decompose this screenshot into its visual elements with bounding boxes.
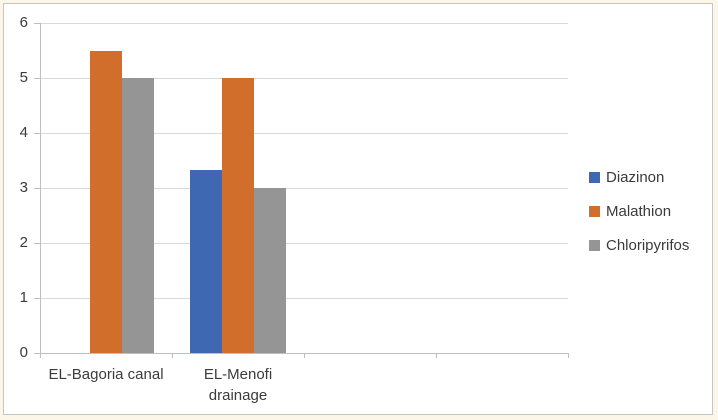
legend-item: Malathion xyxy=(589,202,689,220)
gridline xyxy=(40,298,568,299)
x-tick-mark xyxy=(436,353,437,358)
category-label: EL-Menofi drainage xyxy=(172,364,304,406)
y-tick-label: 1 xyxy=(19,289,28,306)
category-label-line: drainage xyxy=(208,387,268,404)
y-tick-mark xyxy=(34,243,40,244)
legend-swatch-icon xyxy=(589,205,600,217)
legend-swatch-icon xyxy=(589,171,600,183)
y-tick-mark xyxy=(34,23,40,24)
bar-chloripyrifos xyxy=(254,188,286,353)
gridline xyxy=(40,188,568,189)
y-tick-mark xyxy=(34,188,40,189)
x-tick-mark xyxy=(304,353,305,358)
legend-swatch-icon xyxy=(589,239,600,251)
y-tick-mark xyxy=(34,353,40,354)
y-tick-label: 5 xyxy=(19,69,28,86)
y-tick-label: 6 xyxy=(19,14,28,31)
category-label-line: EL-Bagoria canal xyxy=(48,366,164,383)
y-tick-mark xyxy=(34,133,40,134)
bar-chloripyrifos xyxy=(122,78,154,353)
x-tick-mark xyxy=(172,353,173,358)
gridline xyxy=(40,78,568,79)
y-tick-label: 2 xyxy=(19,234,28,251)
y-tick-mark xyxy=(34,78,40,79)
bar-diazinon xyxy=(190,169,222,353)
bar-malathion xyxy=(90,50,122,353)
gridline xyxy=(40,133,568,134)
category-label: EL-Bagoria canal xyxy=(40,364,172,385)
y-tick-label: 4 xyxy=(19,124,28,141)
bar-malathion xyxy=(222,78,254,353)
category-label-line: EL-Menofi xyxy=(203,366,273,383)
legend-label: Malathion xyxy=(606,202,672,220)
legend-item: Diazinon xyxy=(589,168,689,186)
chart-frame: Diazinon Malathion Chloripyrifos 0 1 2 3 4 5 6 EL… xyxy=(3,3,713,415)
legend-label: Diazinon xyxy=(606,168,665,186)
gridline xyxy=(40,243,568,244)
y-tick-mark xyxy=(34,298,40,299)
gridline xyxy=(40,23,568,24)
legend-item: Chloripyrifos xyxy=(589,236,689,254)
x-tick-mark xyxy=(568,353,569,358)
legend: Diazinon Malathion Chloripyrifos xyxy=(589,168,689,254)
legend-label: Chloripyrifos xyxy=(606,236,690,254)
x-tick-mark xyxy=(40,353,41,358)
y-axis-line xyxy=(40,23,41,357)
y-tick-label: 3 xyxy=(19,179,28,196)
y-tick-label: 0 xyxy=(19,344,28,361)
